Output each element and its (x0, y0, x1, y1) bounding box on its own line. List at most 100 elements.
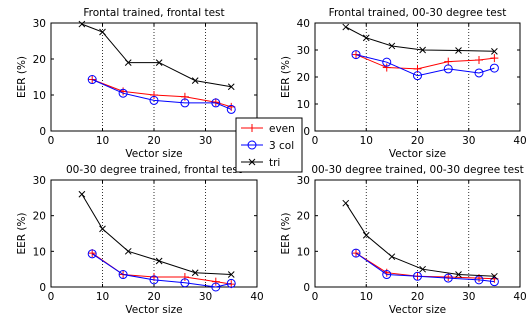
x-tick-label: 20 (411, 135, 424, 147)
x-tick-label: 40 (250, 291, 263, 303)
data-point (118, 270, 128, 280)
data-point (226, 104, 236, 114)
x-tick-label: 30 (462, 135, 475, 147)
x-axis-label: Vector size (389, 304, 446, 316)
legend-entry-3-col: 3 col (241, 140, 294, 152)
x-tick-label: 10 (360, 135, 373, 147)
y-tick-label: 20 (297, 72, 310, 84)
x-tick-label: 20 (411, 291, 424, 303)
subplot-2: 0 10 20 30 40 0 10 20 30 40 Frontal trained, 00-30… (280, 7, 527, 160)
x-axis-label: Vector size (389, 148, 446, 160)
series-line (92, 79, 232, 108)
x-tick-label: 40 (513, 135, 526, 147)
y-axis-label: EER (%) (280, 212, 292, 254)
data-point (124, 247, 132, 255)
data-point (443, 273, 453, 283)
data-point (211, 282, 221, 292)
data-point (191, 77, 199, 84)
data-point (351, 50, 361, 60)
subplot-1: 0102030400102030Frontal trained, frontal… (16, 7, 264, 160)
series-even (352, 50, 499, 73)
data-point (455, 271, 462, 278)
subplot-3: 0 10 20 30 40 0 10 20 30 00-30 degree trained, fr… (16, 164, 264, 316)
x-axis-label: Vector size (125, 148, 182, 160)
subplots: 0 10 20 30 40 0 10 20 30 Frontal trained, frontal… (16, 7, 527, 316)
y-tick-label: 40 (297, 18, 310, 30)
chart-title: Frontal trained, 00-30 degree test (329, 7, 507, 19)
x-tick-label: 10 (360, 291, 373, 303)
data-point (382, 57, 392, 67)
data-point (444, 57, 453, 66)
data-point (342, 23, 350, 31)
data-point (149, 95, 159, 105)
x-tick-label: 20 (147, 135, 160, 147)
y-tick-label: 0 (39, 282, 46, 294)
chart-title: Frontal trained, frontal test (83, 7, 224, 19)
data-point (180, 98, 190, 108)
series-line (81, 23, 232, 88)
y-tick-label: 10 (33, 246, 46, 258)
y-tick-label: 10 (297, 246, 310, 258)
data-point (99, 225, 106, 233)
legend-label: even (269, 123, 295, 135)
data-point (490, 54, 499, 63)
data-point (149, 275, 159, 285)
data-point (455, 47, 462, 54)
y-tick-label: 30 (297, 45, 310, 57)
y-axis-label: EER (%) (280, 56, 292, 98)
series-tri (78, 20, 235, 91)
data-point (489, 277, 499, 287)
x-tick-label: 30 (199, 291, 212, 303)
data-point (124, 59, 132, 66)
legend: even 3 col tri (235, 117, 303, 173)
x-tick-label: 0 (48, 135, 55, 147)
y-tick-label: 0 (303, 126, 310, 138)
data-point (475, 55, 483, 64)
data-point (382, 270, 392, 280)
series-line (345, 202, 495, 277)
y-tick-label: 0 (303, 282, 310, 294)
chart-title: 00-30 degree trained, frontal test (66, 164, 242, 176)
data-point (99, 28, 106, 36)
series-3-col (87, 249, 236, 292)
data-point (419, 46, 426, 54)
y-tick-label: 30 (33, 18, 46, 30)
data-point (87, 75, 97, 85)
y-tick-label: 30 (33, 175, 46, 187)
data-point (443, 64, 453, 74)
series-3-col (87, 75, 236, 114)
legend-label: 3 col (269, 140, 294, 152)
data-point (382, 63, 391, 72)
series-line (355, 252, 495, 283)
data-point (489, 63, 499, 73)
series-line (355, 54, 495, 77)
data-point (352, 50, 360, 59)
data-point (388, 253, 396, 261)
data-point (191, 269, 199, 277)
x-axis-label: Vector size (125, 304, 182, 316)
data-point (78, 20, 86, 28)
data-point (180, 273, 189, 282)
y-tick-label: 20 (33, 54, 46, 66)
data-point (118, 88, 128, 98)
y-axis-label: EER (%) (16, 56, 28, 98)
legend-entry-even: even (241, 123, 295, 135)
series-line (345, 26, 495, 52)
data-point (211, 277, 220, 286)
axes-frame (50, 179, 258, 288)
data-point (155, 59, 163, 66)
series-line (81, 194, 232, 275)
data-point (88, 249, 97, 258)
series-tri (342, 199, 498, 280)
x-tick-label: 0 (48, 291, 55, 303)
data-point (362, 231, 370, 239)
y-axis-label: EER (%) (16, 212, 28, 254)
x-tick-label: 10 (96, 135, 109, 147)
data-point (155, 257, 163, 265)
data-point (413, 271, 422, 281)
series-line (91, 79, 232, 110)
data-point (491, 272, 498, 280)
series-3-col (351, 248, 499, 287)
